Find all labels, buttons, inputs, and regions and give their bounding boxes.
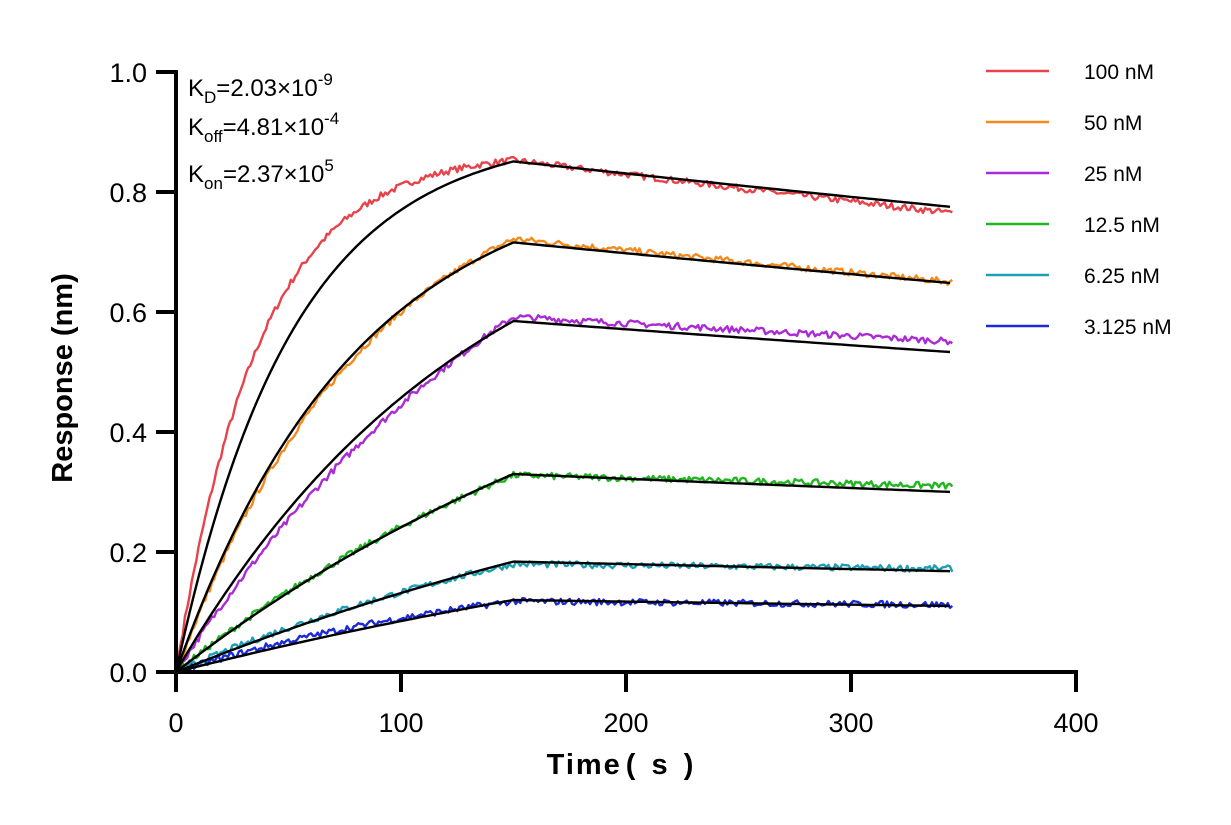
data-layer	[174, 155, 954, 674]
fit-line-50nM	[174, 241, 951, 673]
kd-value: =2.03×10	[216, 75, 317, 102]
fit-line-12-5nM	[175, 472, 951, 673]
axes: 0.0 0.2 0.4 0.6 0.8 1.0 0 100 200 300 400	[109, 58, 1098, 738]
y-tick-label: 0.6	[109, 298, 147, 328]
legend-item: 6.25 nM	[986, 265, 1160, 288]
y-tick-label: 1.0	[109, 58, 147, 88]
kon-annotation: Kon=2.37×105	[188, 156, 334, 193]
fit-line-6-25nM	[175, 560, 951, 674]
kon-exp: 5	[324, 156, 333, 175]
y-tick-label: 0.4	[109, 418, 147, 448]
x-axis-title-main: Time	[547, 749, 622, 781]
kon-value: =2.37×10	[223, 161, 324, 188]
legend-label: 50 nM	[1084, 112, 1142, 135]
legend-item: 25 nM	[986, 163, 1142, 186]
legend-label: 6.25 nM	[1084, 265, 1160, 288]
kon-base: K	[188, 161, 204, 188]
kd-annotation: KD=2.03×10-9	[188, 70, 333, 107]
y-tick-label: 0.0	[109, 658, 147, 688]
y-ticks: 0.0 0.2 0.4 0.6 0.8 1.0	[109, 58, 176, 688]
fit-layer	[174, 160, 951, 674]
x-tick-label: 0	[168, 708, 183, 738]
data-line-100nM	[174, 155, 953, 673]
kd-exp: -9	[318, 70, 333, 89]
koff-sub: off	[204, 127, 223, 146]
data-line-3-125nM	[175, 596, 954, 674]
koff-value: =4.81×10	[223, 114, 324, 141]
koff-base: K	[188, 114, 204, 141]
legend-label: 100 nM	[1084, 61, 1154, 84]
data-line-6-25nM	[175, 560, 954, 674]
data-line-25nM	[174, 314, 953, 673]
data-line-50nM	[174, 236, 953, 673]
koff-exp: -4	[324, 109, 339, 128]
fit-line-100nM	[174, 160, 951, 673]
fit-line-3-125nM	[175, 598, 951, 674]
legend-item: 12.5 nM	[986, 214, 1160, 237]
legend-label: 3.125 nM	[1084, 316, 1172, 339]
kinetics-annotations: KD=2.03×10-9 Koff=4.81×10-4 Kon=2.37×105	[188, 70, 339, 193]
kon-sub: on	[204, 174, 223, 193]
legend-item: 3.125 nM	[986, 316, 1172, 339]
kd-sub: D	[204, 88, 216, 107]
x-tick-label: 100	[378, 708, 423, 738]
x-axis-title: Time( s )	[547, 749, 698, 781]
y-axis-title: Response (nm)	[47, 273, 79, 482]
x-tick-label: 300	[828, 708, 873, 738]
x-tick-label: 400	[1053, 708, 1098, 738]
y-tick-label: 0.2	[109, 538, 147, 568]
legend-item: 50 nM	[986, 112, 1142, 135]
y-tick-label: 0.8	[109, 178, 147, 208]
legend: 100 nM 50 nM 25 nM 12.5 nM 6.25 nM 3.125 nM	[986, 61, 1172, 339]
legend-label: 12.5 nM	[1084, 214, 1160, 237]
kd-base: K	[188, 75, 204, 102]
x-ticks: 0 100 200 300 400	[168, 672, 1099, 738]
koff-annotation: Koff=4.81×10-4	[188, 109, 339, 146]
x-axis-title-unit: ( s )	[626, 749, 698, 781]
fit-line-25nM	[174, 319, 951, 673]
x-tick-label: 200	[603, 708, 648, 738]
legend-item: 100 nM	[986, 61, 1154, 84]
legend-label: 25 nM	[1084, 163, 1142, 186]
